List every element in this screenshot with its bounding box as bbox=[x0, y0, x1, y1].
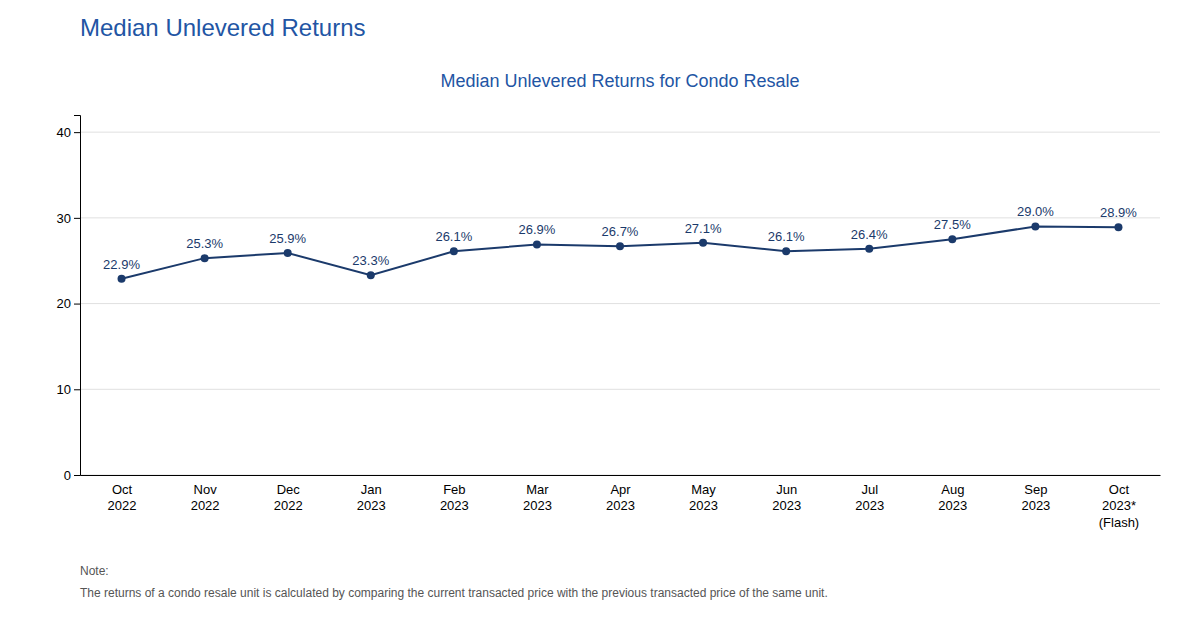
y-tick: 0 bbox=[64, 468, 80, 483]
point bbox=[782, 247, 790, 255]
subtitle: Median Unlevered Returns for Condo Resal… bbox=[440, 71, 799, 91]
chart: Median Unlevered Returns Median Unlevered… bbox=[0, 0, 1200, 625]
data-label: 26.1% bbox=[768, 229, 805, 244]
y-tick-mark bbox=[74, 132, 80, 133]
y-tick-mark bbox=[74, 475, 80, 476]
grid-line bbox=[80, 217, 1160, 218]
grid-line bbox=[80, 303, 1160, 304]
y-tick-label: 0 bbox=[64, 468, 71, 483]
x-tick: Nov2022 bbox=[191, 482, 220, 513]
x-tick: Dec2022 bbox=[274, 482, 303, 513]
y-tick-label: 40 bbox=[57, 125, 71, 140]
x-tick: Mar2023 bbox=[523, 482, 552, 513]
data-label: 27.1% bbox=[685, 221, 722, 236]
data-label: 23.3% bbox=[352, 253, 389, 268]
data-label: 27.5% bbox=[934, 217, 971, 232]
x-tick-label: Dec2022 bbox=[274, 482, 303, 513]
point bbox=[1031, 222, 1039, 230]
plot: 0 10 20 30 40 Oct2022 Nov2022 Dec2022 Jan2023 Feb… bbox=[57, 116, 1161, 530]
x-tick: Sep2023 bbox=[1021, 482, 1050, 513]
y-tick-mark bbox=[74, 304, 80, 305]
note: The returns of a condo resale unit is ca… bbox=[80, 586, 828, 600]
title: Median Unlevered Returns bbox=[80, 14, 365, 41]
y-tick-label: 30 bbox=[57, 211, 71, 226]
y-tick: 10 bbox=[57, 382, 80, 397]
x-tick-label: Oct2023*(Flash) bbox=[1099, 482, 1139, 529]
point bbox=[118, 275, 126, 283]
data-label: 26.1% bbox=[435, 229, 472, 244]
x-tick: Apr2023 bbox=[606, 482, 635, 513]
data-label: 25.3% bbox=[186, 236, 223, 251]
x-tick: Jan2023 bbox=[357, 482, 386, 513]
note: Note: bbox=[80, 564, 109, 578]
y-tick-mark bbox=[74, 389, 80, 390]
data-label: 25.9% bbox=[269, 231, 306, 246]
y-tick: 20 bbox=[57, 296, 80, 311]
x-tick: Oct2023*(Flash) bbox=[1099, 482, 1139, 529]
grid-line bbox=[80, 132, 1160, 133]
x-tick: Jun2023 bbox=[772, 482, 801, 513]
data-labels: 22.9% 25.3% 25.9% 23.3% 26.1% 26.9% 26.7% 27.1%… bbox=[103, 204, 1137, 271]
y-axis-line bbox=[74, 116, 81, 476]
point bbox=[533, 240, 541, 248]
x-tick-label: Jun2023 bbox=[772, 482, 801, 513]
point bbox=[201, 254, 209, 262]
point bbox=[616, 242, 624, 250]
y-tick-label: 10 bbox=[57, 382, 71, 397]
grid-line bbox=[80, 389, 1160, 390]
data-label: 22.9% bbox=[103, 257, 140, 272]
marks bbox=[118, 222, 1123, 282]
data-label: 28.9% bbox=[1100, 205, 1137, 220]
x-tick-label: May2023 bbox=[689, 482, 718, 513]
x-tick: Jul2023 bbox=[855, 482, 884, 513]
y-tick-mark bbox=[74, 218, 80, 219]
point bbox=[367, 271, 375, 279]
x-tick-label: Oct2022 bbox=[108, 482, 137, 513]
x-tick: Aug2023 bbox=[938, 482, 967, 513]
x-tick: May2023 bbox=[689, 482, 718, 513]
x-tick-label: Aug2023 bbox=[938, 482, 967, 513]
y-tick: 30 bbox=[57, 211, 80, 226]
point bbox=[284, 249, 292, 257]
x-tick-label: Jul2023 bbox=[855, 482, 884, 513]
data-label: 26.7% bbox=[602, 224, 639, 239]
x-axis-line bbox=[81, 475, 1161, 476]
grid bbox=[80, 132, 1160, 475]
data-label: 26.4% bbox=[851, 227, 888, 242]
x-tick-label: Mar2023 bbox=[523, 482, 552, 513]
x-tick-label: Apr2023 bbox=[606, 482, 635, 513]
x-tick-label: Nov2022 bbox=[191, 482, 220, 513]
x-tick: Feb2023 bbox=[440, 482, 469, 513]
x-tick: Oct2022 bbox=[108, 482, 137, 513]
grid-line bbox=[80, 475, 1160, 476]
x-tick-label: Feb2023 bbox=[440, 482, 469, 513]
x-tick-label: Jan2023 bbox=[357, 482, 386, 513]
x-axis: Oct2022 Nov2022 Dec2022 Jan2023 Feb2023 Mar20… bbox=[81, 476, 1161, 530]
point bbox=[948, 235, 956, 243]
point bbox=[865, 245, 873, 253]
data-label: 26.9% bbox=[518, 222, 555, 237]
point bbox=[699, 239, 707, 247]
data-label: 29.0% bbox=[1017, 204, 1054, 219]
point bbox=[1114, 223, 1122, 231]
y-axis: 0 10 20 30 40 bbox=[57, 116, 81, 483]
y-tick-label: 20 bbox=[57, 296, 71, 311]
y-tick: 40 bbox=[57, 125, 80, 140]
point bbox=[450, 247, 458, 255]
x-tick-label: Sep2023 bbox=[1021, 482, 1050, 513]
